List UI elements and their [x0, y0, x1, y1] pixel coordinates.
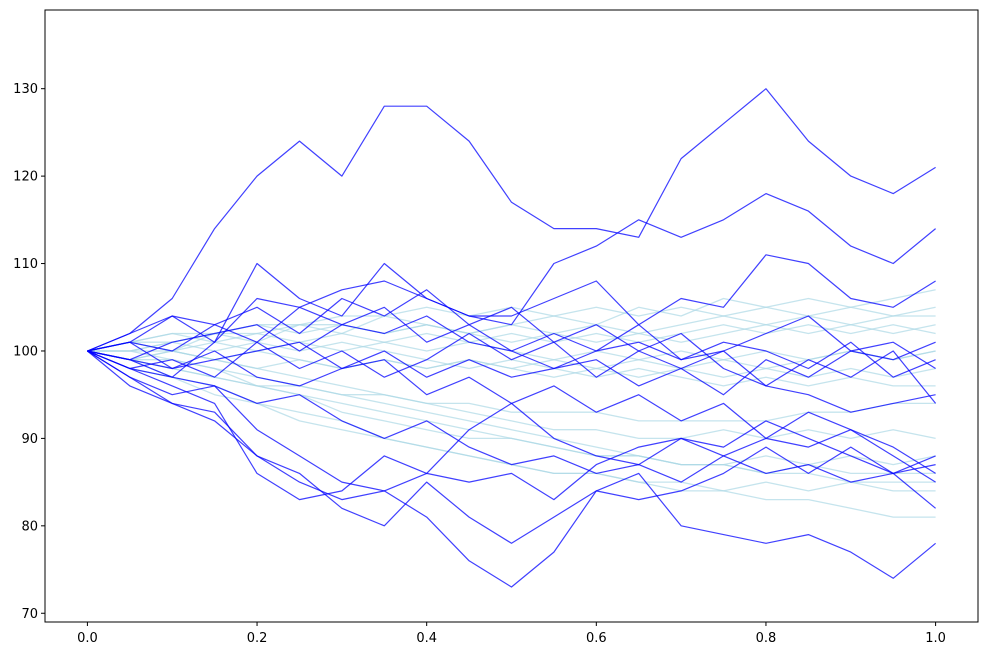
- x-tick-label: 0.2: [247, 631, 268, 646]
- series-line-dark-28: [87, 289, 936, 413]
- series-line-light-10: [87, 350, 936, 422]
- series-line-dark-27: [87, 341, 936, 396]
- x-axis: 0.0 0.2 0.4 0.6 0.8 1.0: [77, 622, 946, 646]
- x-tick-label: 0.6: [586, 631, 607, 646]
- series-line-dark-18: [87, 254, 936, 352]
- series-line-light-4: [87, 324, 936, 352]
- series-line-dark-16: [87, 88, 936, 352]
- plot-frame: [44, 9, 979, 623]
- y-tick-label: 130: [13, 82, 38, 97]
- y-tick-label: 110: [13, 257, 38, 272]
- y-tick-label: 120: [13, 170, 38, 185]
- x-tick-label: 0.0: [77, 631, 98, 646]
- y-tick-label: 90: [21, 432, 38, 447]
- y-tick-label: 100: [13, 344, 38, 359]
- series-line-dark-22: [87, 350, 936, 501]
- series-line-dark-29: [87, 350, 936, 483]
- series-line-dark-17: [87, 193, 936, 378]
- series-line-dark-26: [87, 341, 936, 474]
- x-tick-label: 0.8: [756, 631, 777, 646]
- series-line-dark-25: [87, 332, 937, 404]
- y-tick-label: 80: [21, 519, 38, 534]
- dark-series-group: [87, 88, 937, 588]
- series-line-dark-24: [87, 306, 936, 378]
- x-tick-label: 0.4: [416, 631, 437, 646]
- y-tick-label: 70: [21, 607, 38, 622]
- x-tick-label: 1.0: [925, 631, 946, 646]
- series-line-dark-19: [87, 350, 936, 588]
- y-axis: 70 80 90 100 110 120 130: [13, 82, 45, 622]
